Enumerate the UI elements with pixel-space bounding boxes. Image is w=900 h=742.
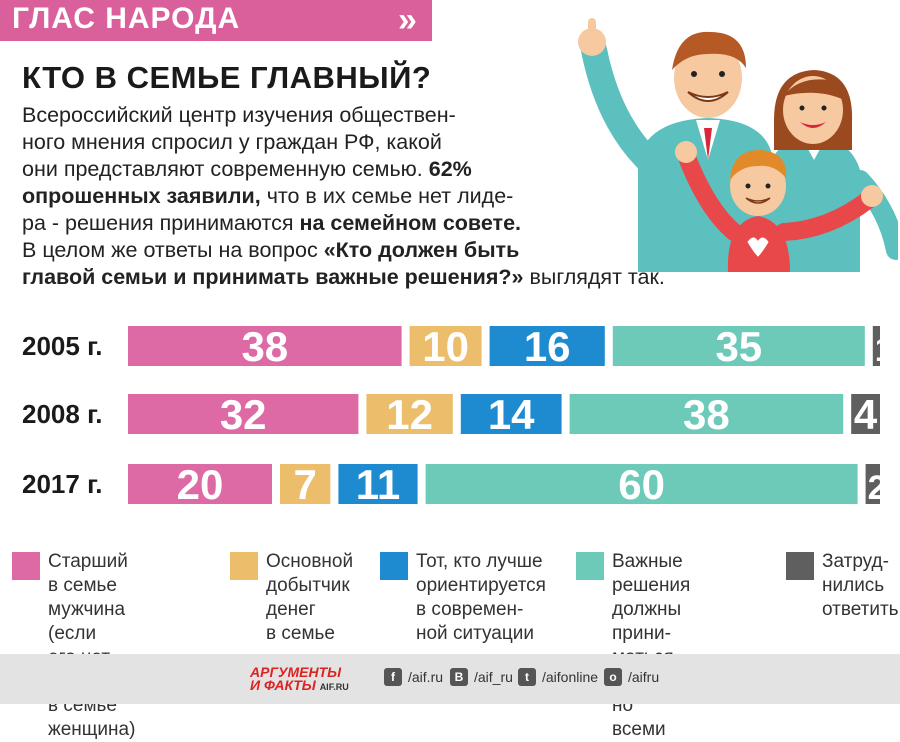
bar-segment <box>569 394 844 434</box>
bar-segment <box>865 464 880 504</box>
bar-segment <box>612 326 865 366</box>
rubric-banner: ГЛАС НАРОДА » <box>0 0 432 41</box>
social-handle[interactable]: /aifru <box>628 669 660 685</box>
legend-swatch <box>12 552 40 580</box>
bar-value-label: 1 <box>875 331 894 369</box>
legend-swatch <box>230 552 258 580</box>
social-handle[interactable]: /aifonline <box>542 669 599 685</box>
bar-value-label: 38 <box>241 323 288 370</box>
bar-segment <box>851 394 880 434</box>
bar-value-label: 11 <box>356 461 400 508</box>
intro-line: В целом же ответы на вопрос <box>22 238 324 262</box>
bar-value-label: 60 <box>618 461 665 508</box>
intro-highlight: опрошенных заявили, <box>22 184 261 208</box>
bar-value-label: 2 <box>868 469 887 507</box>
bar-segment <box>128 464 272 504</box>
bar-value-label: 14 <box>488 391 535 438</box>
legend-swatch <box>576 552 604 580</box>
bar-segment <box>460 394 562 434</box>
social-handle[interactable]: /aif_ru <box>474 669 513 685</box>
bar-segment <box>409 326 482 366</box>
bar-segment <box>425 464 858 504</box>
intro-line: что в их семье нет лиде- <box>260 184 514 208</box>
legend-label: Затруд- нились ответить <box>822 551 899 620</box>
bar-segment <box>366 394 453 434</box>
facebook-icon[interactable]: f <box>384 668 402 686</box>
intro-line: Всероссийский центр изучения обществен- <box>22 103 456 127</box>
stacked-bar-chart: 2005 г. 38 10 16 35 1 2008 г. 32 12 14 38 4 2017 г. 2… <box>22 323 894 508</box>
bar-segment <box>338 464 418 504</box>
logo-site: AIF.RU <box>319 682 349 692</box>
logo-line: И ФАКТЫ <box>250 677 316 693</box>
bar-value-label: 32 <box>220 391 267 438</box>
intro-highlight: «Кто должен быть <box>323 238 520 262</box>
legend-label: Основной добытчик денег в семье <box>266 551 354 644</box>
intro-highlight: главой семьи и принимать важные решения?… <box>22 265 524 289</box>
intro-line: ра - решения принимаются <box>22 211 300 235</box>
intro-highlight: 62% <box>428 157 472 181</box>
category-label: 2005 г. <box>22 331 103 361</box>
bar-segment <box>872 326 880 366</box>
bar-value-label: 12 <box>386 391 433 438</box>
intro-line: они представляют современную семью. <box>22 157 429 181</box>
page-title: КТО В СЕМЬЕ ГЛАВНЫЙ? <box>22 60 432 95</box>
bar-value-label: 20 <box>177 461 224 508</box>
bar-value-label: 7 <box>294 461 317 508</box>
bar-value-label: 35 <box>715 323 762 370</box>
chart-legend: Старший в семье мужчина (если его нет, с… <box>0 550 900 740</box>
bar-value-label: 16 <box>524 323 571 370</box>
category-label: 2017 г. <box>22 469 103 499</box>
aif-logo: АРГУМЕНТЫ И ФАКТЫ AIF.RU <box>250 664 349 694</box>
legend-label: Старший в семье мужчина (если его нет, с… <box>48 551 136 740</box>
family-illustration <box>578 18 898 272</box>
twitter-icon[interactable]: t <box>518 668 536 686</box>
legend-swatch <box>380 552 408 580</box>
legend-label: Важные решения должны прини- маться совм… <box>612 551 691 740</box>
bar-segment <box>489 326 605 366</box>
legend-label: Тот, кто лучше ориентируется в современ-… <box>416 551 546 644</box>
bar-segment <box>280 464 331 504</box>
bar-value-label: 38 <box>683 391 730 438</box>
vk-icon[interactable]: В <box>450 668 468 686</box>
intro-line: ного мнения спросил у граждан РФ, какой <box>22 130 442 154</box>
footer-bar: АРГУМЕНТЫ И ФАКТЫ AIF.RU f/aif.ru В/aif_r… <box>0 654 900 704</box>
category-label: 2008 г. <box>22 399 103 429</box>
social-handle[interactable]: /aif.ru <box>408 669 444 685</box>
logo-line: АРГУМЕНТЫ <box>250 664 342 680</box>
intro-highlight: на семейном совете. <box>299 211 522 235</box>
legend-swatch <box>786 552 814 580</box>
bar-value-label: 10 <box>422 323 469 370</box>
bar-segment <box>128 394 359 434</box>
double-chevron-icon: » <box>398 1 417 39</box>
bar-value-label: 4 <box>854 391 878 438</box>
bar-segment <box>128 326 402 366</box>
odnoklassniki-icon[interactable]: о <box>604 668 622 686</box>
intro-text: Всероссийский центр изучения обществен- … <box>22 102 665 291</box>
rubric-title: ГЛАС НАРОДА <box>12 2 241 35</box>
